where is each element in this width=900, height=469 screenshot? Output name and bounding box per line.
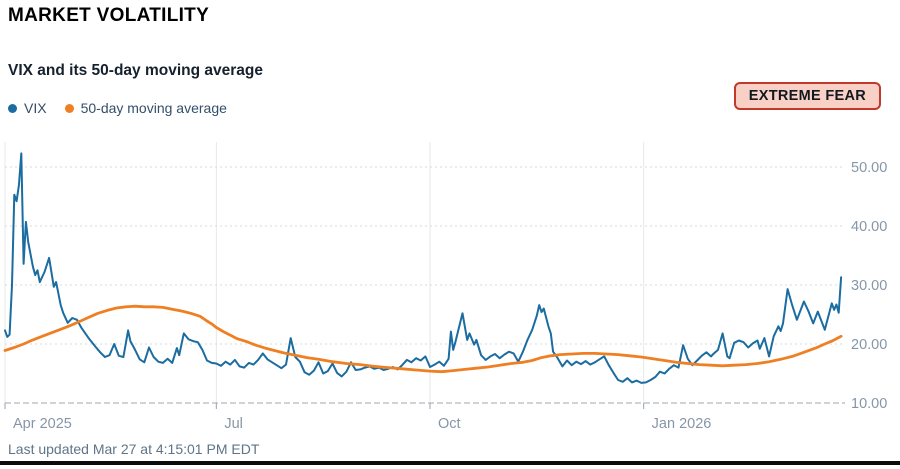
chart-legend: VIX 50-day moving average [8,100,227,116]
y-tick-label-4: 50.00 [851,160,887,176]
legend-label-vix: VIX [24,100,47,116]
vertical-gridlines [4,142,645,403]
legend-item-moving-average: 50-day moving average [64,100,227,116]
x-axis-labels: Apr 2025 Jul Oct Jan 2026 [13,416,711,432]
page-title: MARKET VOLATILITY [8,5,210,26]
chart-series [3,152,843,384]
chart-subtitle: VIX and its 50-day moving average [8,62,263,79]
series-line-50-day-moving-average [3,304,843,374]
horizontal-gridlines [5,166,845,404]
moving-average-series-dot-icon [64,103,74,113]
last-updated: Last updated Mar 27 at 4:15:01 PM EDT [8,441,260,457]
series-line-vix [4,152,843,384]
bottom-border [0,461,900,465]
x-tick-label-3: Jan 2026 [652,416,712,432]
axis-ticks [4,403,645,409]
x-tick-label-1: Jul [224,416,243,432]
x-tick-label-2: Oct [438,416,461,432]
y-tick-label-1: 20.00 [851,337,887,353]
fear-greed-badge: EXTREME FEAR [733,82,881,110]
x-tick-label-0: Apr 2025 [13,416,72,432]
vix-series-dot-icon [8,103,17,113]
legend-label-moving-average: 50-day moving average [80,100,227,116]
y-tick-label-3: 40.00 [851,219,887,235]
legend-item-vix: VIX [8,100,47,116]
y-tick-label-0: 10.00 [851,396,887,412]
y-axis-labels: 10.00 20.00 30.00 40.00 50.00 [851,160,887,412]
y-tick-label-2: 30.00 [851,278,887,294]
